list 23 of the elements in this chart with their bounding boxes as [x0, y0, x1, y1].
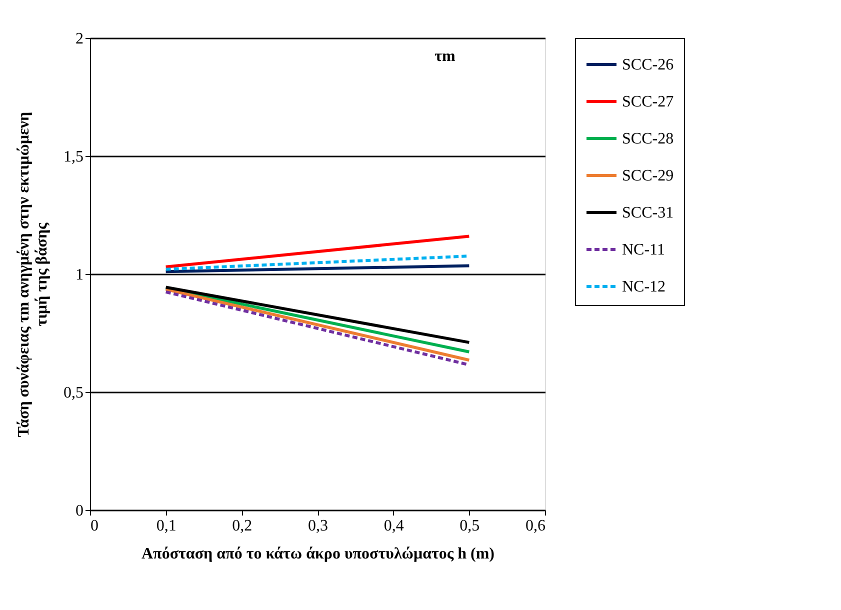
y-tick-label: 0,5	[64, 384, 84, 402]
x-tick-label: 0,2	[232, 518, 252, 534]
x-axis-title: Απόσταση από το κάτω άκρο υποστυλώματος h (m)	[142, 546, 494, 562]
legend-label: SCC-27	[622, 94, 674, 110]
x-tick-label: 0,5	[460, 518, 480, 534]
legend-label: NC-12	[622, 278, 666, 296]
x-tick-label: 0,6	[526, 518, 546, 534]
legend-label: NC-11	[622, 242, 665, 258]
text: Τάση συνάφειας τm ανηγμένη στην εκτιμώμενη	[16, 112, 32, 438]
y-tick-label: 0	[76, 502, 84, 520]
x-tick-label: 0,3	[308, 518, 328, 534]
legend-label: SCC-31	[622, 204, 674, 222]
text: τιμή της βάσης	[34, 222, 50, 326]
x-tick-label: 0,4	[384, 518, 404, 534]
y-tick-label: 1,5	[64, 148, 84, 166]
x-tick-label: 0	[90, 518, 98, 534]
legend-label: SCC-28	[622, 130, 674, 148]
annotation: τm	[434, 48, 456, 65]
legend-label: SCC-26	[622, 56, 674, 74]
legend-label: SCC-29	[622, 168, 674, 184]
y-tick-label: 2	[76, 30, 84, 48]
x-tick-label: 0,1	[156, 518, 176, 534]
y-tick-label: 1	[76, 266, 84, 284]
